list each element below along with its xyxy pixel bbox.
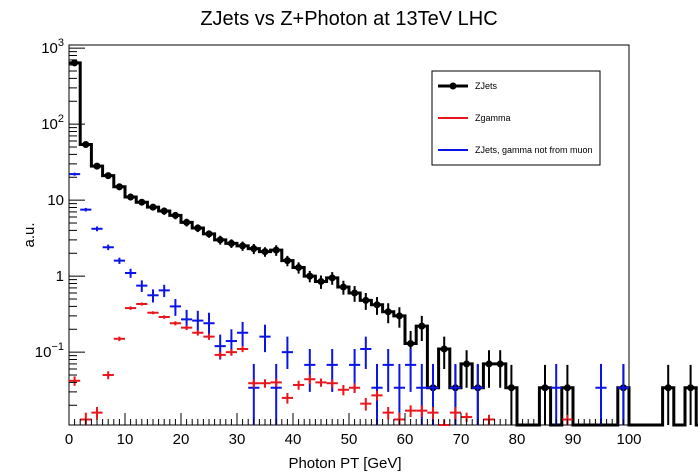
zjets-point [216,236,224,244]
zjets-point [328,274,336,282]
x-tick-label: 60 [397,431,414,448]
zjets-point [563,384,571,392]
y-axis-label: a.u. [21,222,38,247]
zjets-point [127,193,135,201]
zjets-point [351,289,359,297]
zjets-point [373,301,381,309]
zjets-point [339,283,347,291]
zjets-point [541,384,549,392]
zjets-point [317,278,325,286]
zjets-point [227,239,235,247]
legend-label-zgamma: Zgamma [475,113,511,123]
zjets-point [463,360,471,368]
zjets-point [160,207,168,215]
zjets-point [283,257,291,265]
legend-marker-zjets [449,82,457,90]
zjets-point [395,312,403,320]
zjets-point [93,162,101,170]
zjets-point [138,198,146,206]
zjets-point [496,360,504,368]
x-tick-label: 10 [117,431,134,448]
x-tick-label: 80 [509,431,526,448]
y-tick-label: 10 [47,192,64,209]
zjets-point [664,384,672,392]
zjets-point [149,203,157,211]
series-layer [69,59,698,427]
zjets-point [115,183,123,191]
zjets-point [82,140,90,148]
x-tick-label: 30 [229,431,246,448]
zjets-point [507,384,515,392]
x-tick-label: 90 [565,431,582,448]
zjets-point [272,246,280,254]
x-tick-label: 20 [173,431,190,448]
zjets-point [295,263,303,271]
y-tick-label: 102 [41,113,64,133]
y-tick-label: 103 [41,37,64,57]
legend: ZJets Zgamma ZJets, gamma not from muon [431,70,601,166]
zjets-point [239,242,247,250]
zjets-point [183,218,191,226]
legend-label-zjets: ZJets [475,81,498,91]
zjets-point [194,224,202,232]
zjets-point [362,296,370,304]
y-tick-label: 1 [56,268,64,285]
zjets-point [440,345,448,353]
legend-label-zjets-gamma: ZJets, gamma not from muon [475,145,593,155]
x-axis-label: Photon PT [GeV] [288,455,401,472]
chart-title: ZJets vs Z+Photon at 13TeV LHC [200,8,497,30]
y-tick-label: 10−1 [35,341,64,361]
zjets-point [485,360,493,368]
zjets-point [306,272,314,280]
zjets-point [250,245,258,253]
zjets-point [104,172,112,180]
zjets-point [205,230,213,238]
zjets-step-line [69,61,698,427]
zjets-point [261,248,269,256]
x-tick-label: 70 [453,431,470,448]
zjets-point [171,211,179,219]
x-tick-label: 0 [65,431,73,448]
x-tick-label: 50 [341,431,358,448]
x-tick-label: 100 [616,431,641,448]
zjets-point [384,308,392,316]
x-tick-label: 40 [285,431,302,448]
zjets-point [407,339,415,347]
zjets-point [687,384,695,392]
zjets-point [418,322,426,330]
